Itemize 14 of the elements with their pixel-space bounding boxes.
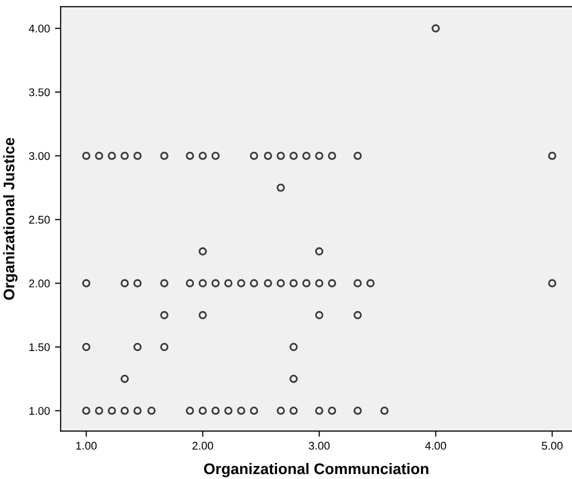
y-tick-label: 2.50 xyxy=(29,216,50,224)
x-tick-label: 4.00 xyxy=(425,442,446,450)
x-tick-label: 1.00 xyxy=(76,442,97,450)
y-tick-label: 3.00 xyxy=(29,152,50,160)
x-tick-label: 5.00 xyxy=(542,442,563,450)
y-tick-label: 3.50 xyxy=(29,88,50,96)
y-tick-label: 1.50 xyxy=(29,343,50,352)
x-tick-label: 2.00 xyxy=(192,442,214,450)
y-axis-title: Organizational Justice xyxy=(3,138,18,300)
x-axis-title: Organizational Communciation xyxy=(204,462,428,478)
y-tick-label: 4.00 xyxy=(28,24,50,33)
y-tick-label: 2.00 xyxy=(29,280,50,288)
x-tick-label: 3.00 xyxy=(308,442,330,450)
y-tick-label: 1.00 xyxy=(29,406,50,415)
